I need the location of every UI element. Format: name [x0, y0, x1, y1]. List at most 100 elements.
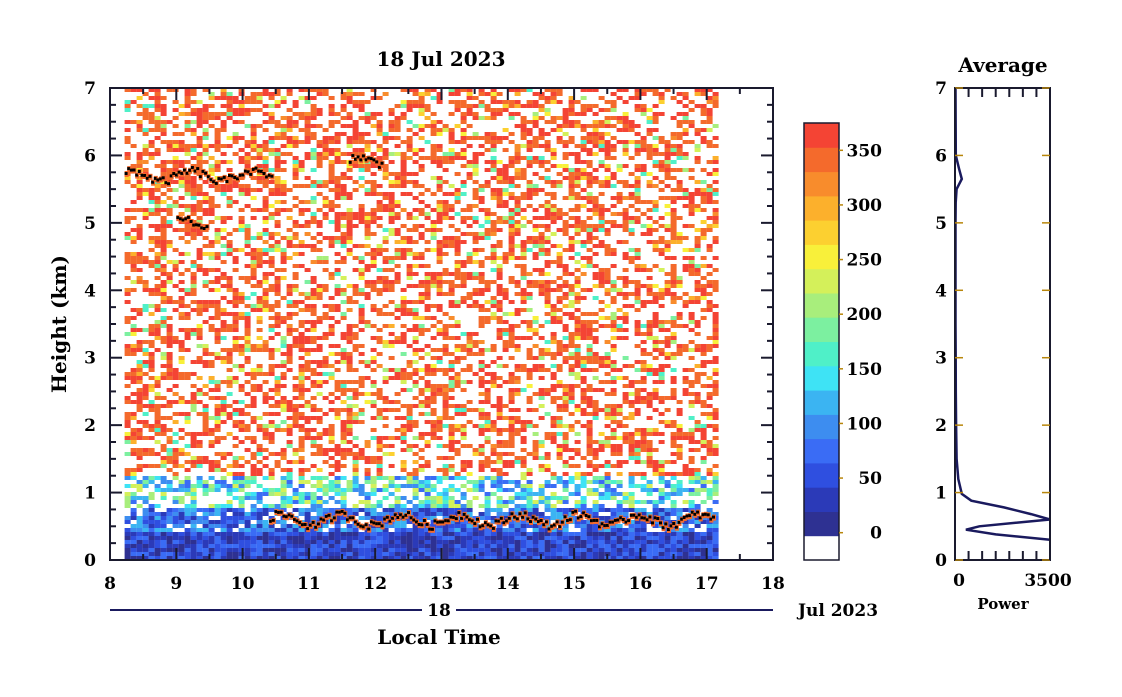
- heatmap-cell: [322, 412, 329, 416]
- heatmap-cell: [442, 268, 449, 272]
- heatmap-cell: [400, 332, 407, 336]
- heatmap-cell: [430, 128, 437, 132]
- heatmap-cell: [604, 340, 611, 344]
- heatmap-cell: [286, 228, 293, 232]
- heatmap-cell: [556, 432, 563, 436]
- heatmap-cell: [322, 268, 329, 272]
- heatmap-cell: [478, 400, 485, 404]
- heatmap-cell: [376, 268, 383, 272]
- heatmap-cell: [334, 196, 341, 200]
- heatmap-cell: [190, 396, 197, 400]
- heatmap-cell: [496, 256, 503, 260]
- heatmap-cell: [592, 412, 599, 416]
- heatmap-cell: [466, 176, 473, 180]
- heatmap-cell: [586, 256, 593, 260]
- heatmap-cell: [292, 264, 299, 268]
- heatmap-cell: [712, 240, 719, 244]
- heatmap-cell: [262, 400, 269, 404]
- heatmap-cell: [220, 220, 227, 224]
- heatmap-cell: [250, 196, 257, 200]
- heatmap-cell: [562, 388, 569, 392]
- heatmap-cell: [430, 396, 437, 400]
- heatmap-cell: [460, 116, 467, 120]
- heatmap-cell: [316, 380, 323, 384]
- heatmap-cell: [256, 484, 263, 488]
- heatmap-cell: [532, 160, 539, 164]
- heatmap-cell: [700, 484, 707, 488]
- heatmap-cell: [178, 184, 185, 188]
- heatmap-cell: [610, 136, 617, 140]
- heatmap-cell: [250, 396, 257, 400]
- heatmap-cell: [172, 452, 179, 456]
- heatmap-cell: [124, 452, 131, 456]
- heatmap-cell: [280, 152, 287, 156]
- heatmap-cell: [358, 352, 365, 356]
- heatmap-cell: [532, 368, 539, 372]
- heatmap-cell: [352, 412, 359, 416]
- heatmap-cell: [340, 184, 347, 188]
- heatmap-cell: [472, 276, 479, 280]
- heatmap-cell: [286, 284, 293, 288]
- heatmap-cell: [706, 244, 713, 248]
- heatmap-cell: [628, 192, 635, 196]
- heatmap-cell: [562, 268, 569, 272]
- heatmap-cell: [292, 100, 299, 104]
- heatmap-cell: [322, 140, 329, 144]
- heatmap-cell: [196, 140, 203, 144]
- heatmap-cell: [142, 340, 149, 344]
- heatmap-cell: [580, 388, 587, 392]
- heatmap-cell: [520, 460, 527, 464]
- heatmap-cell: [208, 416, 215, 420]
- heatmap-cell: [310, 336, 317, 340]
- heatmap-cell: [544, 132, 551, 136]
- heatmap-cell: [208, 440, 215, 444]
- heatmap-cell: [310, 384, 317, 388]
- heatmap-cell: [364, 116, 371, 120]
- heatmap-cell: [424, 284, 431, 288]
- heatmap-cell: [316, 144, 323, 148]
- heatmap-cell: [658, 468, 665, 472]
- heatmap-cell: [400, 448, 407, 452]
- heatmap-cell: [370, 280, 377, 284]
- heatmap-cell: [472, 248, 479, 252]
- heatmap-cell: [430, 428, 437, 432]
- heatmap-cell: [178, 316, 185, 320]
- heatmap-cell: [520, 288, 527, 292]
- heatmap-cell: [292, 136, 299, 140]
- heatmap-cell: [418, 464, 425, 468]
- heatmap-cell: [298, 348, 305, 352]
- heatmap-cell: [154, 88, 161, 92]
- heatmap-cell: [358, 380, 365, 384]
- heatmap-cell: [274, 380, 281, 384]
- heatmap-cell: [484, 320, 491, 324]
- heatmap-cell: [694, 264, 701, 268]
- heatmap-cell: [262, 456, 269, 460]
- heatmap-cell: [268, 260, 275, 264]
- heatmap-cell: [646, 232, 653, 236]
- heatmap-cell: [568, 372, 575, 376]
- heatmap-cell: [568, 112, 575, 116]
- heatmap-cell: [166, 120, 173, 124]
- heatmap-cell: [568, 100, 575, 104]
- heatmap-cell: [658, 188, 665, 192]
- heatmap-cell: [484, 476, 491, 480]
- heatmap-cell: [508, 180, 515, 184]
- heatmap-cell: [274, 364, 281, 368]
- heatmap-cell: [268, 396, 275, 400]
- heatmap-cell: [508, 228, 515, 232]
- heatmap-cell: [712, 316, 719, 320]
- heatmap-cell: [214, 288, 221, 292]
- heatmap-cell: [358, 308, 365, 312]
- heatmap-cell: [226, 288, 233, 292]
- heatmap-cell: [310, 312, 317, 316]
- heatmap-cell: [352, 256, 359, 260]
- heatmap-cell: [526, 220, 533, 224]
- heatmap-cell: [484, 436, 491, 440]
- heatmap-cell: [172, 248, 179, 252]
- heatmap-cell: [238, 424, 245, 428]
- heatmap-cell: [514, 280, 521, 284]
- heatmap-cell: [556, 124, 563, 128]
- heatmap-cell: [406, 480, 413, 484]
- heatmap-cell: [214, 440, 221, 444]
- heatmap-cell: [622, 284, 629, 288]
